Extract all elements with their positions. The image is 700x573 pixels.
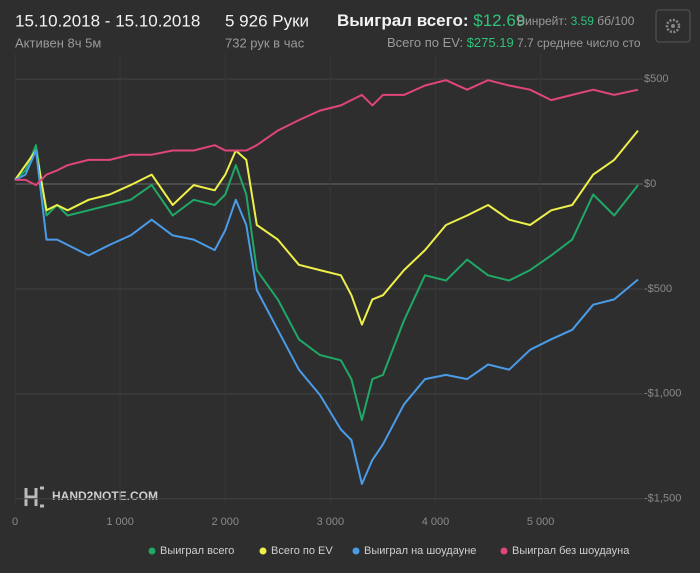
winrate: Винрейт: 3.59 бб/100: [517, 14, 635, 28]
winrate-value: 3.59: [571, 14, 595, 28]
legend-item: Выиграл без шоудауна: [500, 545, 630, 557]
won-value: $12.69: [473, 11, 525, 30]
series-line: [15, 79, 639, 187]
hands: 5 926 Руки: [225, 11, 309, 30]
legend-marker: [352, 547, 360, 555]
avg-players: 7.7 среднее число сто: [517, 36, 641, 50]
x-tick-label: 1 000: [106, 516, 134, 528]
legend-label: Выиграл всего: [160, 545, 234, 557]
legend-marker: [148, 547, 156, 555]
y-tick-label: $500: [644, 73, 668, 85]
won-total: Выиграл всего: $12.69: [337, 11, 525, 30]
ev-value: $275.19: [467, 35, 514, 50]
grid: [14, 54, 643, 505]
gear-icon[interactable]: [665, 18, 681, 34]
legend-marker: [500, 547, 508, 555]
winrate-unit: бб/100: [597, 14, 634, 28]
x-tick-label: 5 000: [527, 516, 555, 528]
logo: [24, 486, 44, 508]
legend-label: Выиграл без шоудауна: [512, 545, 630, 557]
series-line: [14, 129, 639, 326]
won-label: Выиграл всего:: [337, 11, 469, 30]
dates: 15.10.2018 - 15.10.2018: [15, 11, 200, 30]
logo-icon: [24, 486, 44, 508]
x-tick-label: 3 000: [317, 516, 345, 528]
y-tick-label: $0: [644, 178, 656, 190]
legend-marker: [259, 547, 267, 555]
active-time: Активен 8ч 5м: [15, 35, 101, 50]
legend-label: Выиграл на шоудауне: [364, 545, 476, 557]
ev-label: Всего по EV:: [387, 35, 463, 50]
ev-total: Всего по EV: $275.19: [387, 35, 514, 50]
settings-frame[interactable]: [655, 9, 691, 43]
y-tick-label: -$1,500: [644, 493, 681, 505]
watermark: HAND2NOTE.COM: [52, 489, 158, 503]
x-tick-label: 2 000: [211, 516, 239, 528]
legend-item: Выиграл всего: [148, 545, 234, 557]
y-tick-label: -$500: [644, 283, 672, 295]
x-tick-label: 0: [12, 516, 18, 528]
hands-rate: 732 рук в час: [225, 35, 305, 50]
series-line: [14, 144, 639, 421]
gear-center[interactable]: [671, 24, 675, 28]
legend-item: Всего по EV: [259, 545, 333, 557]
series-line: [14, 149, 639, 485]
y-tick-label: -$1,000: [644, 388, 681, 400]
x-tick-label: 4 000: [422, 516, 450, 528]
winrate-label: Винрейт:: [517, 14, 567, 28]
legend-label: Всего по EV: [271, 545, 333, 557]
settings-button[interactable]: [655, 9, 691, 43]
legend-item: Выиграл на шоудауне: [352, 545, 476, 557]
